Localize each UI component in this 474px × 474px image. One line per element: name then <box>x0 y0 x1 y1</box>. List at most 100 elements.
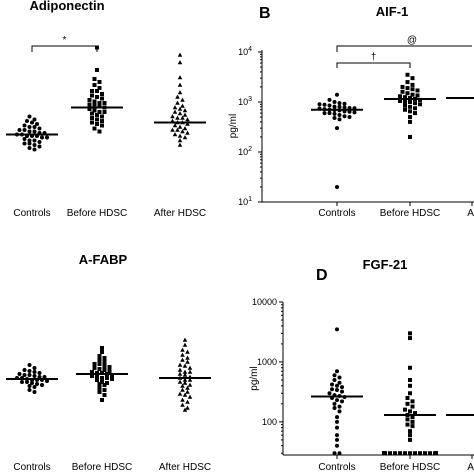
data-point <box>335 425 339 430</box>
data-point <box>177 90 183 95</box>
data-point <box>398 94 402 99</box>
data-point <box>32 370 37 374</box>
category-label: Af <box>467 208 474 219</box>
data-point <box>403 407 407 412</box>
y-tick-label: 104 <box>238 46 252 57</box>
data-point <box>97 390 102 394</box>
data-point <box>335 383 339 388</box>
data-point <box>87 102 92 107</box>
data-point <box>182 342 188 347</box>
data-point <box>172 132 178 137</box>
data-point <box>405 401 410 406</box>
data-point <box>90 111 94 116</box>
data-point <box>337 375 342 380</box>
data-point <box>177 111 183 116</box>
data-point <box>180 115 185 120</box>
chart-panel-2: A-FABP Controls Before HDSC After HDSC <box>6 252 211 473</box>
data-point <box>410 404 415 409</box>
data-point <box>403 100 407 104</box>
category-label: Before HDSC <box>380 208 441 219</box>
data-point <box>97 367 102 371</box>
data-point <box>405 396 410 401</box>
data-point <box>97 362 102 366</box>
data-point <box>177 52 183 57</box>
data-point <box>434 451 438 456</box>
data-point <box>405 91 410 96</box>
data-point <box>332 406 337 411</box>
y-tick-label: 102 <box>238 146 252 157</box>
significance-label: @ <box>407 35 417 46</box>
data-point <box>408 104 412 109</box>
data-point <box>95 378 99 382</box>
category-label: Controls <box>13 208 50 219</box>
data-point <box>332 451 337 456</box>
data-point <box>185 121 190 126</box>
data-point <box>92 102 97 107</box>
data-point <box>403 107 407 112</box>
significance-bracket <box>336 62 411 68</box>
data-point <box>340 389 344 394</box>
data-point <box>408 109 412 114</box>
data-point <box>335 388 339 393</box>
data-point <box>172 105 178 110</box>
data-point <box>102 110 107 114</box>
data-point <box>187 369 193 374</box>
data-point <box>408 100 412 104</box>
data-point <box>107 369 112 373</box>
data-point <box>100 92 104 96</box>
data-point <box>410 424 415 429</box>
data-point <box>327 391 332 396</box>
data-point <box>408 429 412 434</box>
data-point <box>332 100 337 104</box>
data-point <box>330 387 334 392</box>
data-point <box>177 124 183 129</box>
data-point <box>405 417 410 422</box>
data-point <box>317 102 322 107</box>
data-point <box>177 60 183 65</box>
data-point <box>413 111 417 116</box>
chart-title: AIF-1 <box>376 4 409 19</box>
data-point <box>100 380 104 384</box>
data-point <box>335 398 339 403</box>
data-point <box>335 415 339 420</box>
data-point <box>335 126 339 131</box>
data-point <box>332 377 337 382</box>
data-point <box>335 443 339 448</box>
data-point <box>418 102 422 107</box>
data-point <box>100 123 104 128</box>
data-point <box>352 110 357 115</box>
y-tick-label: 10000 <box>252 297 277 307</box>
significance-bracket <box>31 45 98 52</box>
data-point <box>185 355 190 360</box>
data-point <box>408 134 412 139</box>
data-point <box>177 138 183 143</box>
y-axis-label: pg/ml <box>228 114 239 138</box>
data-point <box>410 399 415 404</box>
data-point <box>185 399 190 404</box>
data-point <box>22 123 27 128</box>
data-point <box>413 451 417 456</box>
data-point <box>332 111 337 116</box>
data-point <box>408 433 412 438</box>
data-point <box>408 365 412 370</box>
data-point <box>327 111 332 116</box>
data-point <box>403 103 407 108</box>
data-point <box>95 117 99 122</box>
chart-panel-0: Adiponectin Controls Before HDSC After HDSC… <box>6 0 206 219</box>
data-point <box>90 89 94 93</box>
data-point <box>335 433 339 438</box>
data-point <box>30 381 34 385</box>
data-point <box>405 422 410 427</box>
data-point <box>182 363 188 368</box>
data-point <box>37 371 42 375</box>
data-point <box>177 133 183 138</box>
data-point <box>423 451 427 456</box>
data-point <box>177 379 183 384</box>
data-point <box>90 93 94 98</box>
data-point <box>410 76 415 81</box>
data-point <box>102 393 107 397</box>
data-point <box>413 411 417 416</box>
data-point <box>92 366 97 370</box>
data-point <box>410 92 415 97</box>
category-label: Before HDSC <box>72 462 133 473</box>
